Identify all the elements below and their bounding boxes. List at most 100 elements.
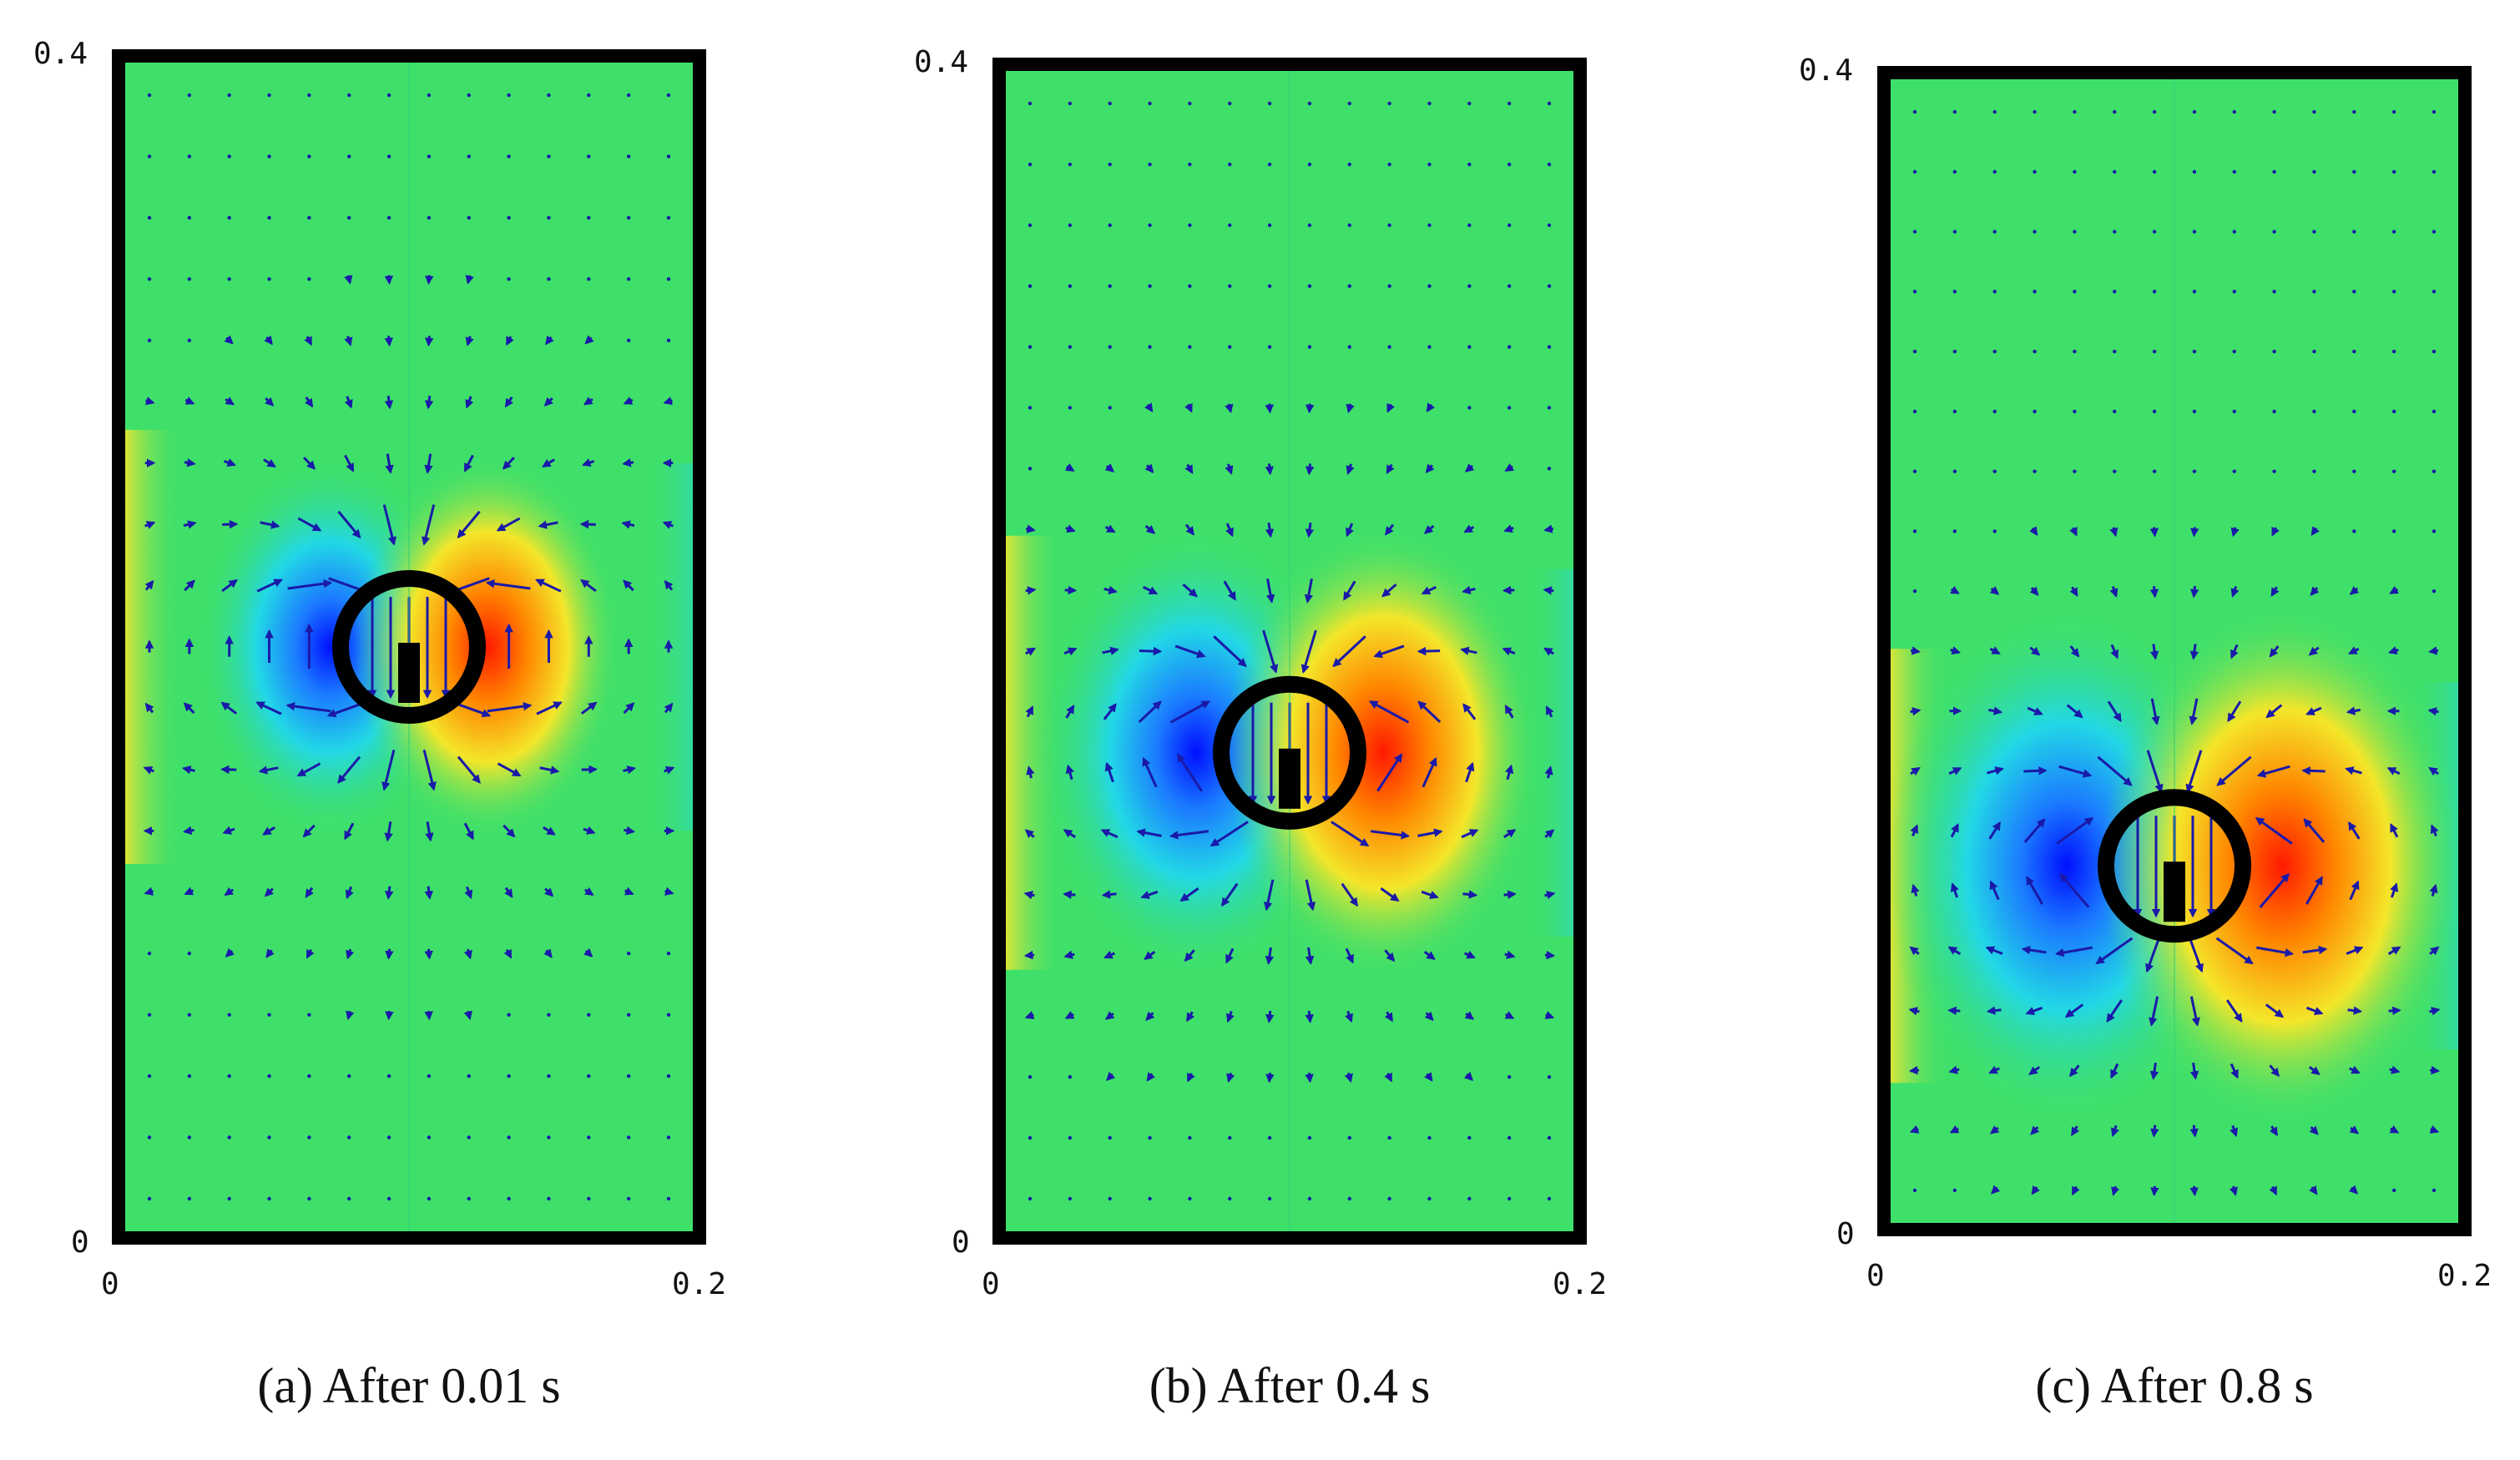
field-arrow	[457, 755, 481, 784]
field-arrow	[1179, 887, 1199, 902]
field-arrow	[1502, 647, 1516, 656]
field-arrow	[287, 579, 333, 590]
field-arrow	[583, 826, 596, 835]
field-arrow	[1146, 1072, 1155, 1082]
field-arrow	[224, 887, 235, 897]
y-tick-bottom: 0	[71, 1225, 89, 1260]
field-arrow	[184, 458, 196, 467]
field-arrow	[579, 519, 596, 529]
field-arrow	[1144, 402, 1154, 412]
field-arrow	[1543, 586, 1554, 595]
field-arrow	[1144, 951, 1156, 960]
field-dot	[2312, 230, 2316, 234]
field-arrow	[2305, 876, 2323, 905]
field-arrow	[2427, 707, 2439, 716]
field-dot	[2432, 290, 2437, 294]
field-dot	[1108, 162, 1112, 167]
field-arrow	[1417, 646, 1441, 656]
field-arrow	[1380, 887, 1400, 902]
field-dot	[1148, 284, 1152, 288]
field-dot	[587, 277, 591, 281]
field-dot	[587, 93, 591, 98]
field-arrow	[1463, 1071, 1473, 1081]
field-arrow	[346, 1010, 355, 1021]
field-arrow	[2107, 700, 2122, 723]
field-arrow	[2058, 765, 2093, 778]
field-dot	[1347, 345, 1351, 349]
panel-caption: (c) After 0.8 s	[2035, 1358, 2313, 1413]
panel-caption: (b) After 0.4 s	[1149, 1358, 1431, 1413]
field-dot	[626, 1196, 631, 1201]
field-dot	[2152, 290, 2157, 294]
field-arrow	[1502, 585, 1515, 595]
field-dot	[626, 277, 631, 281]
field-arrow	[1947, 1006, 1961, 1016]
field-dot	[1188, 1196, 1192, 1201]
field-arrow	[1103, 703, 1117, 720]
magnet-ring	[1213, 675, 1366, 830]
field-arrow	[2216, 755, 2252, 786]
field-dot	[2033, 349, 2037, 354]
field-dot	[1307, 223, 1312, 227]
field-arrow	[2066, 704, 2083, 719]
panel-frame	[1877, 66, 2472, 1236]
field-dot	[2232, 469, 2236, 473]
field-arrow	[2310, 526, 2320, 536]
field-arrow	[2230, 586, 2240, 598]
field-arrow	[1502, 829, 1517, 839]
field-arrow	[2230, 527, 2240, 538]
field-arrow	[1265, 1010, 1275, 1023]
field-arrow	[1263, 879, 1275, 912]
field-dot	[1467, 1196, 1472, 1201]
field-arrow	[2390, 823, 2399, 838]
field-arrow	[1186, 1072, 1195, 1083]
field-arrow	[1503, 890, 1517, 899]
field-arrow	[2389, 1124, 2400, 1134]
field-arrow	[222, 519, 239, 529]
field-arrow	[1381, 583, 1397, 598]
field-dot	[2391, 290, 2396, 294]
field-arrow	[535, 578, 562, 593]
field-arrow	[1948, 1065, 1960, 1074]
panel-c: 0.4 00 0.2 (c) After 0.8 s	[1799, 53, 2492, 1413]
field-dot	[1467, 1135, 1472, 1140]
field-arrow	[1025, 705, 1034, 718]
field-dot	[2033, 409, 2037, 414]
field-arrow	[2030, 1125, 2040, 1135]
field-dot	[587, 154, 591, 159]
field-arrow	[664, 887, 674, 896]
field-arrow	[1386, 463, 1395, 474]
field-dot	[1068, 345, 1073, 349]
field-dot	[1507, 162, 1512, 167]
field-dot	[147, 277, 152, 281]
field-dot	[1952, 169, 1957, 174]
field-dot	[1467, 284, 1472, 288]
field-arrow	[1989, 1125, 2000, 1134]
field-arrow	[2390, 882, 2399, 898]
field-dot	[1307, 101, 1312, 106]
field-arrow	[583, 887, 594, 897]
field-arrow	[1063, 829, 1077, 839]
y-tick-bottom: 0	[1836, 1217, 1855, 1251]
field-dot	[1188, 284, 1192, 288]
field-dot	[2312, 409, 2316, 414]
field-arrow	[2270, 586, 2280, 597]
field-arrow	[1144, 463, 1154, 473]
field-arrow	[1225, 463, 1234, 475]
field-arrow	[465, 336, 474, 346]
field-dot	[1148, 101, 1152, 106]
field-arrow	[2429, 1007, 2441, 1016]
field-dot	[267, 1013, 271, 1017]
field-dot	[2312, 349, 2316, 354]
field-arrow	[260, 520, 280, 529]
field-arrow	[2389, 1065, 2401, 1074]
field-arrow	[2269, 1185, 2278, 1196]
field-dot	[187, 277, 192, 281]
field-arrow	[1384, 1072, 1393, 1083]
field-dot	[2391, 230, 2396, 234]
field-dot	[1068, 1196, 1073, 1201]
field-arrow	[1544, 1011, 1555, 1020]
field-dot	[1547, 223, 1552, 227]
field-arrow	[463, 454, 474, 472]
field-dot	[2152, 109, 2157, 114]
